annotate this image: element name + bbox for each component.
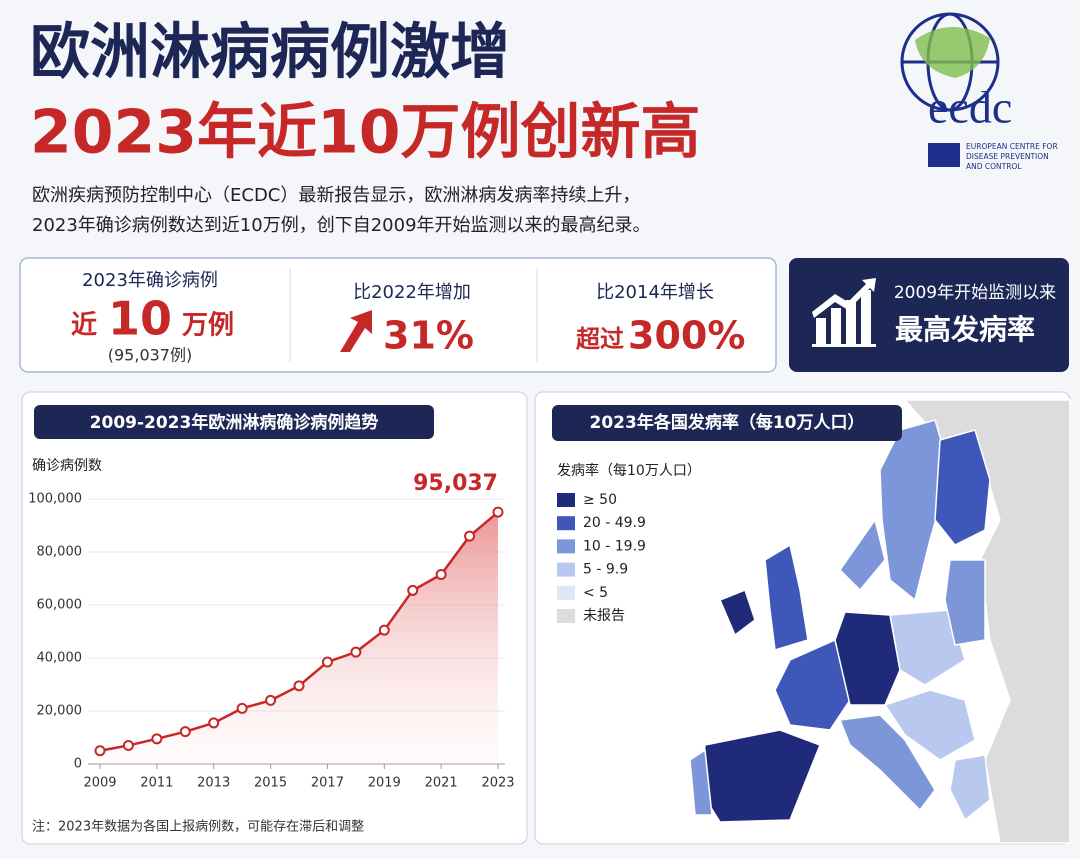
x-tick-label: 2009 [83,776,116,791]
stats-box [19,257,777,373]
y-tick-label: 40,000 [37,651,83,666]
point [407,584,419,596]
x-tick-label: 2019 [368,776,401,791]
x-tick-label: 2023 [481,776,514,791]
point [265,694,277,706]
x-tick-label: 2021 [425,776,458,791]
legend-label: 未报告 [583,608,625,624]
highlight-box [789,258,1069,372]
logo-caption: AND CONTROL [966,162,1022,171]
point [208,717,220,729]
point [94,745,106,757]
legend-title: 发病率（每10万人口） [557,462,701,479]
stat-value: 31% [383,314,474,358]
logo: ecdc EUROPEAN CENTRE FOR DISEASE PREVENT… [900,12,1058,171]
legend-label: 5 - 9.9 [583,562,628,578]
stat-note: (95,037例) [108,346,192,365]
legend-swatch [557,493,575,507]
value-label: 95,037 [413,471,498,496]
point [236,702,248,714]
stat-prefix: 超过 [576,325,624,353]
stat-value: 10 [108,292,172,346]
stat-suffix: 万例 [182,311,234,341]
description: 2023年确诊病例数达到近10万例，创下自2009年开始监测以来的最高纪录。 [32,215,651,236]
point [378,624,390,636]
highlight-line1: 2009年开始监测以来 [894,283,1056,303]
y-tick-label: 60,000 [37,598,83,613]
x-tick-label: 2011 [140,776,173,791]
legend-label: < 5 [583,585,608,601]
stat-label: 比2022年增加 [353,282,471,303]
area [100,512,498,764]
legend-label: 20 - 49.9 [583,515,646,531]
description: 欧洲疾病预防控制中心（ECDC）最新报告显示，欧洲淋病发病率持续上升， [32,185,640,206]
point [492,506,504,518]
point [179,726,191,738]
y-axis-label: 确诊病例数 [32,458,102,474]
stat-label: 2023年确诊病例 [82,270,218,291]
point [321,656,333,668]
y-tick-label: 20,000 [37,704,83,719]
subtitle: 2023年近10万例创新高 [30,98,701,168]
legend-label: 10 - 19.9 [583,538,646,554]
map [689,399,1071,844]
y-tick-label: 100,000 [28,492,82,507]
legend-swatch [557,562,575,577]
legend-swatch [557,516,575,531]
stat-value: 300% [628,314,745,358]
logo-text: ecdc [928,82,1012,133]
chart-icon [812,278,876,347]
x-tick-label: 2015 [254,776,287,791]
arrow-icon [340,310,372,352]
legend-swatch [557,609,575,623]
map-title: 2023年各国发病率（每10万人口） [590,412,865,433]
point [435,569,447,581]
stat-prefix: 近 [71,311,97,341]
point [464,530,476,542]
legend-label: ≥ 50 [583,492,617,508]
y-tick-label: 80,000 [37,545,83,560]
legend-swatch [557,585,575,600]
title: 欧洲淋病病例激增 [30,18,510,88]
chart-title-box [34,405,434,439]
chart-title: 2009-2023年欧洲淋病确诊病例趋势 [90,412,379,433]
point [151,733,163,745]
map-title-box [552,405,902,441]
x-tick-label: 2017 [311,776,344,791]
point [293,680,305,692]
highlight-line2: 最高发病率 [895,313,1035,346]
y-tick-label: 0 [74,757,82,772]
point [350,646,362,658]
footnote: 注：2023年数据为各国上报病例数，可能存在滞后和调整 [32,819,364,835]
legend-swatch [557,539,575,554]
logo-caption: DISEASE PREVENTION [966,152,1049,161]
logo-caption: EUROPEAN CENTRE FOR [966,142,1058,151]
stat-label: 比2014年增长 [596,282,714,303]
x-tick-label: 2013 [197,776,230,791]
point [122,739,134,751]
